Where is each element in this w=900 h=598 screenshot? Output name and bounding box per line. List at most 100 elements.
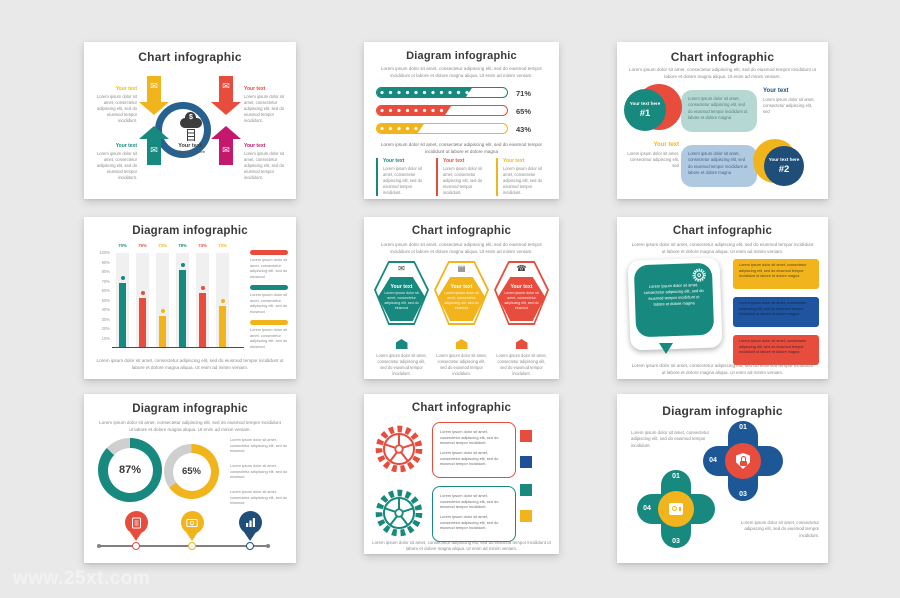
number-badge-1: Your text here #1 (624, 89, 666, 131)
corner-block-top-right: Your text Lorem ipsum dolor sit amet, co… (244, 86, 294, 124)
bar-column (196, 253, 209, 347)
hexagon-item: Your text Lorem ipsum dolor sit amet, co… (374, 261, 429, 325)
message-icon: ▤ (457, 264, 466, 273)
pin-marker (238, 511, 262, 534)
progress-fill (377, 124, 424, 133)
arrow-shaft: ✉ (147, 76, 161, 102)
side-label: Your text (763, 88, 789, 94)
ladder-icon (187, 129, 195, 141)
text-column: Your text Lorem ipsum dolor sit amet, co… (496, 158, 548, 196)
corner-text: Lorem ipsum dolor sit amet, consectetur … (96, 94, 137, 124)
legend-swatch (250, 285, 288, 290)
legend-text: Lorem ipsum dolor sit amet, consectetur … (250, 327, 288, 349)
flower-shape-teal: 01 02 03 04 (637, 470, 715, 548)
pentagon-marker (455, 339, 468, 349)
color-square (520, 430, 532, 442)
slide-card-numbers[interactable]: Chart infographic Lorem ipsum dolor sit … (617, 42, 828, 199)
bar (159, 308, 166, 347)
badge-number: #1 (639, 107, 651, 119)
bar (219, 298, 226, 347)
y-axis-label: 100% (99, 250, 110, 255)
envelope-icon: ✉ (150, 81, 158, 91)
number-badge-2: Your text here #2 (764, 146, 804, 186)
arrow-head (211, 126, 241, 139)
donut-chart-2: 65% (164, 444, 219, 499)
bubble-tail (659, 343, 673, 354)
column-label: Your text (503, 158, 525, 164)
text-box: Lorem ipsum dolor sit amet, consectetur … (733, 259, 819, 289)
gear-icon (692, 268, 706, 282)
hexagon-label: Your text (450, 284, 473, 290)
safe-dial (671, 506, 677, 511)
side-label: Your text (653, 142, 679, 148)
pin-marker (180, 511, 204, 534)
slide-card-gears[interactable]: Chart infographic Lorem ipsum dolor sit … (364, 394, 559, 554)
bar-column (216, 253, 229, 347)
timeline-end-dot (266, 543, 270, 548)
step-number: 03 (672, 538, 680, 545)
bar-value-label: 73% (218, 243, 227, 248)
arrow-shaft: ✉ (219, 139, 233, 165)
slide-title: Diagram infographic (132, 403, 248, 415)
slide-card-barchart[interactable]: Diagram infographic 100% 90% 80% 70% 60%… (84, 217, 296, 379)
donut-value: 65% (172, 452, 211, 491)
envelope-icon: ✉ (222, 81, 230, 91)
step-number: 04 (643, 505, 651, 512)
column-label: Your text (443, 158, 465, 164)
progress-bar (376, 123, 508, 134)
mid-paragraph: Lorem ipsum dolor sit amet, consectetur … (380, 142, 543, 154)
cycle-center-label: Your text (178, 143, 202, 149)
arrow-head (139, 102, 169, 115)
column-text: Lorem ipsum dolor sit amet, consectetur … (383, 166, 423, 195)
footer-paragraph: Lorem ipsum dolor sit amet, consectetur … (631, 363, 814, 375)
corner-label: Your text (115, 143, 137, 149)
slide-title: Chart infographic (411, 225, 512, 237)
document-icon (131, 517, 141, 528)
corner-label: Your text (244, 86, 266, 92)
safe-box-icon (669, 503, 683, 515)
pentagon-marker (515, 339, 528, 349)
column-label: Your text (383, 158, 405, 164)
slide-title: Diagram infographic (406, 50, 517, 62)
legend-swatch (250, 320, 288, 325)
timeline-node (132, 541, 140, 550)
flower-center (725, 443, 761, 479)
hexagon-text: Lorem ipsum dolor sit amet, consectetur … (384, 291, 419, 311)
text-column: Your text Lorem ipsum dolor sit amet, co… (376, 158, 428, 196)
slide-card-bubble[interactable]: Chart infographic Lorem ipsum dolor sit … (617, 217, 828, 379)
phone-icon: ☎ (516, 264, 527, 273)
side-paragraph: Lorem ipsum dolor sit amet, consectetur … (230, 438, 287, 453)
envelope-icon: ✉ (398, 264, 405, 273)
progress-value: 65% (516, 107, 532, 116)
gear-icon (375, 425, 423, 473)
corner-text: Lorem ipsum dolor sit amet, consectetur … (96, 151, 137, 181)
side-text: Lorem ipsum dolor sit amet, consectetur … (763, 97, 815, 115)
intro-paragraph: Lorem ipsum dolor sit amet, consectetur … (380, 242, 543, 254)
slide-card-cycle[interactable]: Chart infographic ✉ ✉ ✉ ✉ $ Your text in… (84, 42, 296, 199)
text-box: Lorem ipsum dolor sit amet, consectetur … (733, 335, 819, 365)
pin-tail (244, 532, 256, 541)
gear-icon (375, 489, 423, 537)
side-paragraph: Lorem ipsum dolor sit amet, consectetur … (230, 490, 287, 505)
pin-tail (186, 532, 198, 541)
column-text: Lorem ipsum dolor sit amet, consectetur … (443, 166, 483, 195)
bar-value-label: 73% (158, 243, 167, 248)
text-column: Your text Lorem ipsum dolor sit amet, co… (436, 158, 488, 196)
intro-paragraph: Lorem ipsum dolor sit amet, consectetur … (631, 242, 814, 254)
slide-card-hexagons[interactable]: Chart infographic Lorem ipsum dolor sit … (364, 217, 559, 379)
progress-value: 43% (516, 125, 532, 134)
y-axis-label: 80% (101, 269, 110, 274)
box-paragraph: Lorem ipsum dolor sit amet, consectetur … (440, 449, 499, 467)
slide-title: Diagram infographic (132, 225, 248, 237)
box-paragraph: Lorem ipsum dolor sit amet, consectetur … (440, 429, 499, 446)
watermark: www.25xt.com (13, 568, 151, 589)
bar (139, 291, 146, 347)
y-axis-label: 40% (101, 307, 110, 312)
slide-card-donuts[interactable]: Diagram infographic Lorem ipsum dolor si… (84, 394, 296, 563)
hexagon-item: Your text Lorem ipsum dolor sit amet, co… (434, 261, 489, 325)
step-number: 01 (739, 424, 747, 431)
slide-card-flower[interactable]: Diagram infographic Lorem ipsum dolor si… (617, 394, 828, 563)
slide-card-progress[interactable]: Diagram infographic Lorem ipsum dolor si… (364, 42, 559, 199)
dollar-icon: $ (189, 114, 193, 121)
bar-value-label: 70% (118, 243, 127, 248)
